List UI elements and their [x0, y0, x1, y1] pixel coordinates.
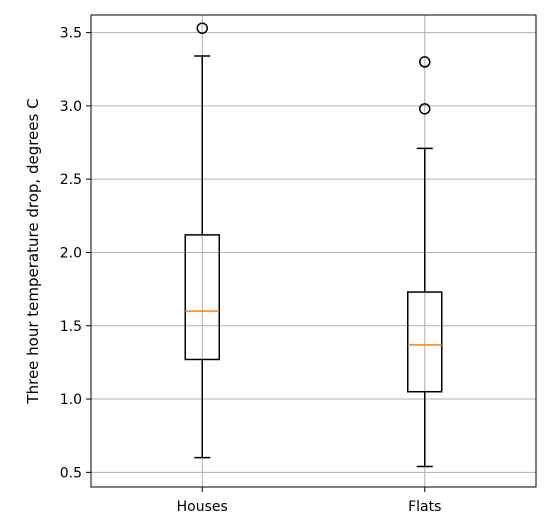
box-flats: [407, 56, 443, 468]
plot-frame: [90, 14, 537, 488]
x-tick-label: Flats: [408, 499, 441, 515]
outlier-point: [196, 22, 208, 34]
y-tick-label: 3.0: [60, 99, 82, 115]
iqr-box: [184, 234, 220, 361]
y-axis-label: Three hour temperature drop, degrees C: [24, 98, 42, 404]
y-axis-ticks: 0.5 1.0 1.5 2.0 2.5 3.0 3.5: [60, 26, 91, 481]
iqr-box: [407, 291, 443, 393]
box-plots: [184, 22, 443, 468]
outlier-point: [419, 103, 431, 115]
y-tick-label: 2.0: [60, 245, 82, 261]
y-tick-label: 0.5: [60, 465, 82, 481]
x-tick-label: Houses: [177, 499, 228, 515]
x-axis-ticks: Houses Flats: [177, 487, 441, 515]
y-tick-label: 3.5: [60, 26, 82, 42]
outlier-point: [419, 56, 431, 68]
grid-lines: [91, 15, 536, 487]
y-tick-label: 1.0: [60, 392, 82, 408]
box-houses: [184, 22, 220, 459]
y-tick-label: 2.5: [60, 172, 82, 188]
y-tick-label: 1.5: [60, 319, 82, 335]
